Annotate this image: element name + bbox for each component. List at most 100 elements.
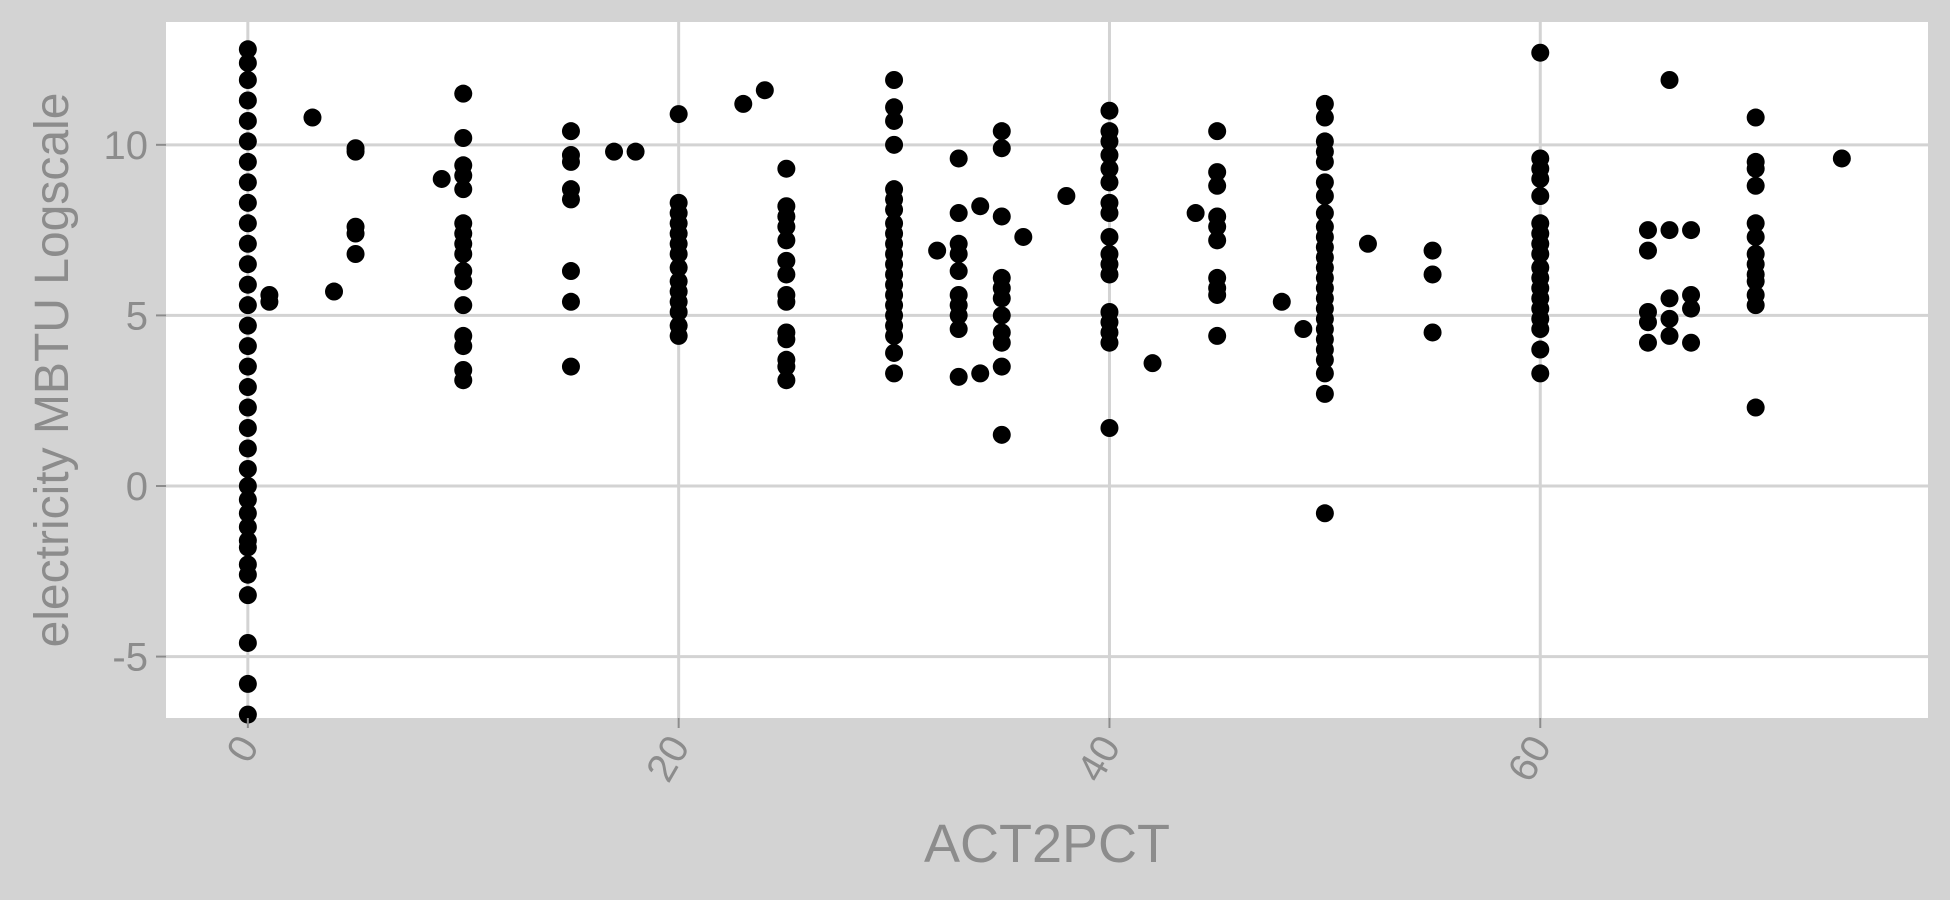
data-point	[454, 371, 473, 390]
data-point	[992, 306, 1011, 325]
data-point	[777, 265, 796, 284]
data-point	[1315, 350, 1334, 369]
y-tick-label: 5	[126, 294, 148, 338]
data-point	[454, 166, 473, 185]
data-point	[561, 357, 580, 376]
data-points	[238, 40, 1851, 724]
data-point	[1660, 326, 1679, 345]
data-point	[1315, 204, 1334, 223]
data-point	[1100, 204, 1119, 223]
data-point	[971, 197, 990, 216]
data-point	[1315, 187, 1334, 205]
data-point	[1531, 320, 1550, 339]
data-point	[238, 40, 257, 59]
data-point	[777, 330, 796, 349]
data-point	[992, 207, 1011, 226]
x-axis-title: ACT2PCT	[924, 814, 1170, 874]
data-point	[949, 262, 968, 281]
data-point	[1746, 159, 1765, 178]
data-point	[777, 231, 796, 250]
data-point	[1531, 364, 1550, 383]
data-point	[561, 262, 580, 281]
data-point	[561, 122, 580, 141]
data-point	[1100, 101, 1119, 120]
data-point	[928, 241, 947, 260]
data-point	[1746, 398, 1765, 417]
data-point	[1208, 231, 1227, 250]
data-point	[1746, 176, 1765, 195]
data-point	[1660, 309, 1679, 328]
data-point	[885, 111, 904, 130]
data-point	[669, 245, 688, 263]
data-point	[1208, 285, 1227, 304]
data-point	[1100, 132, 1119, 151]
data-point	[454, 180, 473, 199]
y-axis-title: electricity MBTU Logscale	[26, 93, 79, 648]
data-point	[1315, 504, 1334, 523]
data-point	[238, 633, 257, 652]
data-point	[1100, 173, 1119, 192]
data-point	[1100, 159, 1119, 178]
data-point	[346, 224, 365, 243]
data-point	[1682, 221, 1701, 240]
data-point	[238, 234, 257, 253]
data-point	[1057, 187, 1076, 205]
data-point	[238, 296, 257, 315]
data-point	[626, 142, 645, 161]
data-point	[669, 303, 688, 321]
data-point	[238, 565, 257, 584]
data-point	[238, 705, 257, 724]
data-point	[238, 504, 257, 523]
data-point	[992, 122, 1011, 141]
data-point	[734, 94, 753, 113]
data-point	[777, 159, 796, 178]
data-point	[238, 357, 257, 376]
data-point	[1358, 234, 1377, 253]
data-point	[1682, 285, 1701, 304]
data-point	[325, 282, 344, 301]
data-point	[777, 357, 796, 376]
data-point	[238, 132, 257, 151]
data-point	[238, 337, 257, 356]
data-point	[949, 367, 968, 386]
data-point	[1746, 227, 1765, 246]
data-point	[1660, 71, 1679, 89]
data-point	[885, 135, 904, 154]
data-point	[885, 71, 904, 89]
data-point	[992, 333, 1011, 352]
data-point	[1315, 94, 1334, 113]
data-point	[777, 371, 796, 390]
data-point	[238, 173, 257, 192]
data-point	[1315, 364, 1334, 383]
data-point	[1294, 320, 1313, 339]
data-point	[1531, 187, 1550, 205]
data-point	[346, 139, 365, 158]
data-point	[949, 204, 968, 223]
data-point	[777, 251, 796, 270]
data-point	[669, 258, 688, 277]
data-point	[1746, 272, 1765, 291]
data-point	[238, 255, 257, 274]
data-point	[238, 214, 257, 233]
data-point	[238, 674, 257, 693]
data-point	[561, 152, 580, 171]
data-point	[238, 316, 257, 335]
data-point	[992, 357, 1011, 376]
data-point	[238, 53, 257, 72]
y-tick-label: 10	[104, 124, 149, 168]
data-point	[1014, 227, 1033, 246]
data-point	[1208, 122, 1227, 141]
data-point	[238, 419, 257, 437]
data-point	[303, 108, 322, 127]
data-point	[1531, 340, 1550, 359]
data-point	[1315, 108, 1334, 127]
data-point	[669, 326, 688, 345]
data-point	[949, 149, 968, 168]
data-point	[777, 217, 796, 236]
data-point	[1746, 108, 1765, 127]
data-point	[238, 439, 257, 458]
data-point	[238, 586, 257, 605]
data-point	[238, 152, 257, 171]
data-point	[1100, 419, 1119, 437]
data-point	[454, 84, 473, 103]
